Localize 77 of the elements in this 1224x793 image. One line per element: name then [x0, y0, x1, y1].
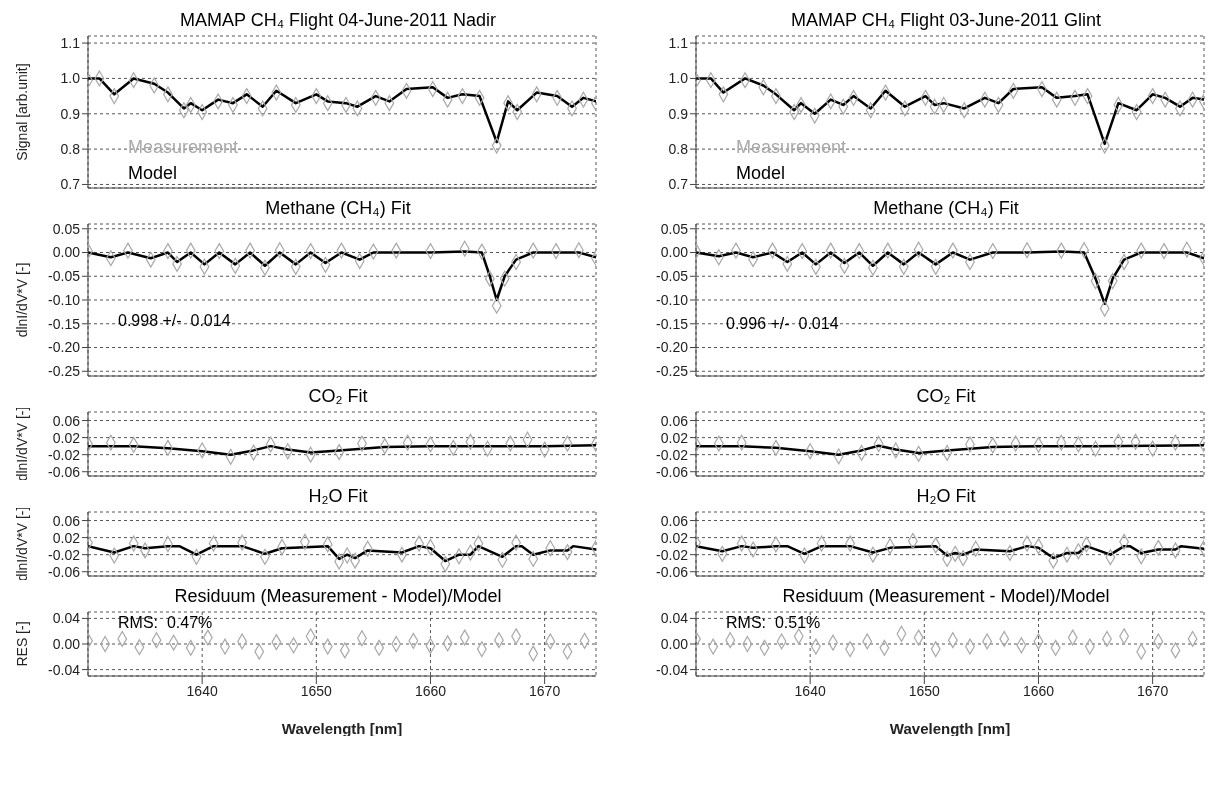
chart-title: H₂O Fit: [307, 485, 369, 508]
y-axis-title: dlnI/dV*V [-]: [13, 506, 30, 582]
x-tick-label: 1650: [300, 682, 333, 699]
y-axis-title: dlnI/dV*V [-]: [13, 406, 30, 482]
chart-title: Methane (CH₄) Fit: [264, 197, 412, 220]
y-tick-label: 0.02: [52, 429, 81, 446]
chart-title: CO₂ Fit: [307, 385, 369, 408]
annotation: 0.996 +/- 0.014: [726, 314, 839, 333]
y-tick-label: 0.06: [52, 412, 81, 429]
y-tick-label: 1.1: [60, 35, 81, 52]
y-tick-label: -0.06: [656, 563, 689, 580]
chart-title: CO₂ Fit: [915, 385, 977, 408]
y-tick-label: -0.04: [656, 661, 689, 678]
y-tick-label: 0.05: [52, 220, 81, 237]
y-tick-label: -0.02: [48, 546, 81, 563]
chart-title: MAMAP CH₄ Flight 03-June-2011 Glint: [790, 9, 1102, 32]
chart-title: Residuum (Measurement - Model)/Model: [173, 585, 503, 608]
y-tick-label: -0.02: [48, 446, 81, 463]
y-tick-label: -0.20: [48, 339, 81, 356]
x-tick-label: 1650: [908, 682, 941, 699]
annotation: RMS: 0.51%: [726, 614, 821, 632]
y-tick-label: 0.06: [52, 512, 81, 529]
y-tick-label: -0.10: [48, 291, 81, 308]
y-tick-label: 0.04: [660, 610, 689, 627]
y-tick-label: 0.06: [660, 412, 689, 429]
x-tick-label: 1640: [186, 682, 218, 699]
y-tick-label: 0.00: [660, 244, 689, 261]
y-tick-label: -0.06: [48, 563, 81, 580]
y-tick-label: 0.8: [60, 141, 81, 158]
y-axis-title: dlnI/dV*V [-]: [13, 262, 30, 338]
text: Model: [128, 162, 179, 185]
y-tick-label: -0.02: [656, 546, 689, 563]
y-tick-label: 0.7: [60, 176, 81, 193]
annotation: RMS: 0.47%: [118, 614, 213, 632]
y-tick-label: 0.00: [52, 244, 81, 261]
y-tick-label: 0.06: [660, 512, 689, 529]
series-label: Measurement: [128, 136, 239, 159]
text: Model: [736, 162, 787, 185]
y-tick-label: -0.02: [656, 446, 689, 463]
y-tick-label: 0.8: [668, 141, 689, 158]
y-tick-label: -0.06: [656, 463, 689, 480]
chart-title: Residuum (Measurement - Model)/Model: [781, 585, 1111, 608]
y-tick-label: 0.02: [52, 529, 81, 546]
y-tick-label: 0.02: [660, 429, 689, 446]
annotation: 0.998 +/- 0.014: [118, 311, 231, 330]
y-tick-label: -0.06: [48, 463, 81, 480]
x-tick-label: 1660: [414, 682, 447, 699]
y-tick-label: -0.04: [48, 661, 81, 678]
y-tick-label: -0.05: [48, 268, 81, 285]
x-tick-label: 1670: [529, 682, 561, 699]
y-tick-label: -0.25: [48, 363, 81, 380]
chart-title: Methane (CH₄) Fit: [872, 197, 1020, 220]
y-tick-label: 0.05: [660, 220, 689, 237]
y-axis-title: RES [-]: [13, 621, 30, 667]
y-tick-label: 1.0: [668, 70, 689, 87]
y-tick-label: -0.05: [656, 268, 689, 285]
y-tick-label: -0.15: [48, 315, 81, 332]
y-axis-title: Signal [arb.unit]: [13, 63, 30, 161]
y-tick-label: 0.00: [660, 635, 689, 652]
series-label: Measurement: [736, 136, 847, 159]
y-tick-label: -0.15: [656, 315, 689, 332]
y-tick-label: 0.9: [60, 105, 81, 122]
y-tick-label: 1.0: [60, 70, 81, 87]
y-tick-label: 1.1: [668, 35, 689, 52]
y-tick-label: 0.00: [52, 635, 81, 652]
x-tick-label: 1670: [1137, 682, 1169, 699]
y-tick-label: -0.20: [656, 339, 689, 356]
y-tick-label: 0.7: [668, 176, 689, 193]
chart-title: H₂O Fit: [915, 485, 977, 508]
y-tick-label: 0.02: [660, 529, 689, 546]
chart-title: MAMAP CH₄ Flight 04-June-2011 Nadir: [179, 9, 497, 32]
y-tick-label: -0.25: [656, 363, 689, 380]
y-tick-label: 0.9: [668, 105, 689, 122]
x-tick-label: 1640: [794, 682, 826, 699]
y-tick-label: -0.10: [656, 291, 689, 308]
y-tick-label: 0.04: [52, 610, 81, 627]
x-tick-label: 1660: [1022, 682, 1055, 699]
